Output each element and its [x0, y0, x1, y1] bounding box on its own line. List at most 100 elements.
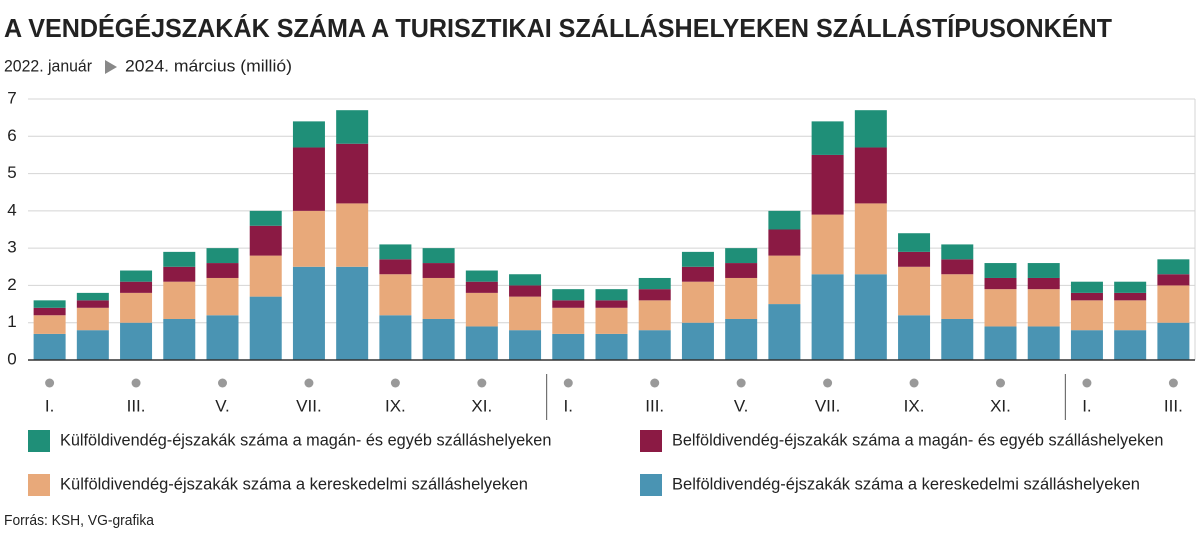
bar-segment	[638, 277, 671, 290]
bar-segment	[249, 296, 282, 360]
y-tick-label: 0	[7, 349, 16, 368]
bar-segment	[898, 251, 931, 267]
bar-segment	[725, 277, 758, 319]
bar-segment	[595, 333, 628, 360]
x-tick-label: XI.	[471, 396, 492, 415]
bar-segment	[768, 255, 801, 305]
bar-segment	[984, 277, 1017, 290]
bar-segment	[1114, 292, 1147, 301]
bar-segment	[898, 233, 931, 252]
bar-segment	[379, 315, 412, 360]
bar-segment	[33, 315, 66, 334]
bar-segment	[120, 270, 153, 282]
bar-segment	[465, 292, 498, 327]
bar-segment	[249, 225, 282, 256]
bar-segment	[292, 210, 325, 267]
y-tick-label: 1	[7, 312, 16, 331]
tick-dot	[996, 378, 1005, 388]
bar-segment	[681, 281, 714, 323]
bar-segment	[33, 333, 66, 360]
tick-dot	[736, 378, 746, 388]
bar-segment	[336, 203, 369, 267]
bar-segment	[249, 210, 282, 226]
bar-segment	[725, 263, 758, 278]
bar-segment	[292, 147, 325, 211]
bar-segment	[1157, 259, 1190, 275]
tick-dot	[131, 378, 141, 388]
bar-segment	[422, 277, 455, 319]
legend-label: Belföldivendég-éjszakák száma a magán- é…	[672, 430, 1163, 449]
bar-segment	[941, 274, 974, 319]
bar-segment	[336, 143, 369, 204]
x-tick-label: I.	[45, 396, 54, 415]
bar-segment	[1114, 281, 1147, 293]
legend-swatch	[28, 430, 50, 452]
x-tick-label: III.	[127, 396, 146, 415]
bar-segment	[509, 296, 542, 331]
bar-segment	[509, 285, 542, 297]
bar-segment	[984, 326, 1017, 360]
bar-segment	[638, 330, 671, 360]
x-tick-label: V.	[215, 396, 230, 415]
bar-segment	[638, 289, 671, 301]
bar-segment	[1070, 330, 1103, 360]
bar-segment	[595, 307, 628, 334]
bar-segment	[163, 266, 196, 282]
bar-segment	[163, 281, 196, 319]
y-tick-label: 6	[7, 126, 16, 145]
bar-segment	[76, 292, 109, 301]
bar-segment	[984, 263, 1017, 278]
bar-segment	[120, 292, 153, 323]
bar-segment	[1114, 300, 1147, 331]
x-tick-label: III.	[1164, 396, 1183, 415]
bar-segment	[76, 330, 109, 360]
x-tick-label: IX.	[904, 396, 925, 415]
bar-segment	[1070, 281, 1103, 293]
bar-segment	[854, 110, 887, 148]
bar-segment	[422, 318, 455, 360]
subtitle-start: 2022. január	[4, 56, 92, 75]
bar-segment	[552, 307, 585, 334]
bar-segment	[811, 214, 844, 275]
legend-label: Külföldivendég-éjszakák száma a keresked…	[60, 474, 528, 493]
bar-segment	[33, 307, 66, 316]
legend-label: Külföldivendég-éjszakák száma a magán- é…	[60, 430, 551, 449]
bar-segment	[768, 210, 801, 230]
bar-segment	[595, 300, 628, 308]
bar-segment	[984, 289, 1017, 327]
bar-segment	[379, 274, 412, 316]
bar-segment	[638, 300, 671, 331]
bar-segment	[292, 121, 325, 148]
x-tick-label: V.	[734, 396, 749, 415]
bar-segment	[120, 322, 153, 360]
bar-segment	[1027, 277, 1060, 290]
y-tick-label: 3	[7, 238, 16, 257]
bar-segment	[1157, 274, 1190, 286]
tick-dot	[823, 378, 833, 388]
bar-segment	[465, 270, 498, 282]
bar-segment	[1027, 263, 1060, 278]
bar-segment	[768, 229, 801, 256]
bar-segment	[854, 203, 887, 275]
bar-segment	[811, 121, 844, 155]
bar-segment	[249, 255, 282, 297]
x-tick-label: I.	[1082, 396, 1091, 415]
bar-segment	[292, 266, 325, 360]
subtitle-end: 2024. március (millió)	[125, 56, 292, 75]
legend-swatch	[640, 474, 662, 496]
bar-segment	[120, 281, 153, 293]
chart-title: A VENDÉGÉJSZAKÁK SZÁMA A TURISZTIKAI SZÁ…	[4, 13, 1112, 43]
bar-segment	[1157, 285, 1190, 323]
bar-segment	[336, 266, 369, 360]
bar-segment	[681, 322, 714, 360]
bar-segment	[1070, 292, 1103, 301]
legend-swatch	[640, 430, 662, 452]
bar-segment	[768, 304, 801, 360]
x-tick-label: IX.	[385, 396, 406, 415]
bar-segment	[206, 248, 239, 264]
bar-segment	[379, 259, 412, 275]
bar-segment	[465, 326, 498, 360]
bar-segment	[1114, 330, 1147, 360]
source: Forrás: KSH, VG-grafika	[4, 512, 155, 529]
